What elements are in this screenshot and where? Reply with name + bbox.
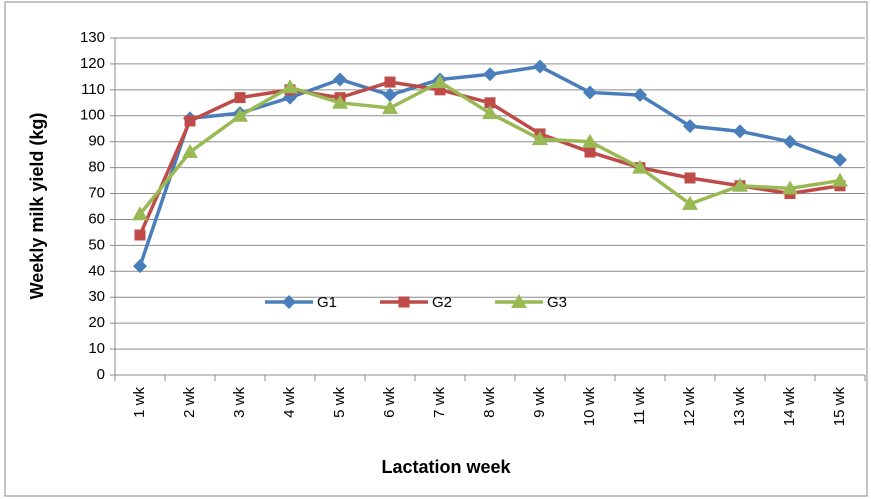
data-point — [333, 72, 347, 87]
data-point — [832, 172, 848, 187]
data-point — [382, 99, 398, 114]
y-tick-label: 30 — [88, 288, 105, 305]
y-tick-label: 110 — [81, 81, 105, 98]
data-point — [434, 84, 446, 96]
legend-label: G1 — [317, 294, 337, 311]
data-point — [232, 107, 248, 122]
y-tick-label: 50 — [88, 236, 105, 253]
x-tick-label: 3 wk — [231, 387, 248, 418]
x-tick-label: 14 wk — [781, 387, 798, 427]
data-point — [583, 85, 597, 100]
legend-label: G3 — [547, 294, 567, 311]
y-tick-label: 0 — [97, 366, 105, 383]
data-point — [484, 97, 496, 109]
data-point — [133, 259, 147, 274]
data-point — [532, 131, 548, 146]
x-tick-label: 11 wk — [631, 387, 648, 426]
data-point — [732, 177, 748, 192]
y-tick-label: 10 — [88, 340, 105, 357]
data-point — [733, 124, 747, 139]
y-tick-label: 40 — [88, 262, 105, 279]
data-point — [184, 115, 196, 127]
data-point — [684, 172, 696, 184]
data-point — [833, 152, 847, 167]
x-tick-label: 1 wk — [131, 387, 148, 418]
data-point — [582, 133, 598, 148]
x-tick-label: 6 wk — [381, 387, 398, 418]
y-axis-label: Weekly milk yield (kg) — [27, 113, 47, 300]
data-point — [432, 74, 448, 89]
data-point — [482, 105, 498, 120]
data-point — [683, 119, 697, 134]
x-tick-label: 2 wk — [181, 387, 198, 418]
y-tick-label: 20 — [88, 314, 105, 331]
data-point — [234, 92, 246, 104]
data-point — [633, 88, 647, 103]
legend-marker — [282, 295, 296, 309]
x-tick-label: 10 wk — [581, 387, 598, 427]
x-tick-label: 4 wk — [281, 387, 298, 418]
y-tick-label: 100 — [80, 107, 105, 124]
data-point — [682, 195, 698, 210]
data-point — [782, 180, 798, 195]
legend-marker — [398, 296, 410, 308]
y-tick-label: 70 — [88, 185, 105, 202]
legend-label: G2 — [432, 294, 452, 311]
data-point — [383, 88, 397, 103]
x-tick-label: 12 wk — [681, 387, 698, 427]
legend-marker — [511, 294, 527, 308]
data-point — [584, 146, 596, 158]
data-point — [134, 229, 146, 241]
x-tick-label: 7 wk — [431, 387, 448, 418]
y-tick-label: 80 — [88, 159, 105, 176]
x-tick-label: 15 wk — [831, 387, 848, 427]
data-point — [182, 144, 198, 159]
x-tick-label: 9 wk — [531, 387, 548, 418]
y-tick-label: 60 — [88, 210, 105, 227]
data-point — [132, 206, 148, 221]
x-tick-label: 8 wk — [481, 387, 498, 418]
x-tick-label: 5 wk — [331, 387, 348, 418]
y-tick-label: 120 — [80, 55, 105, 72]
data-point — [483, 67, 497, 82]
x-axis-label: Lactation week — [381, 457, 511, 477]
data-point — [533, 59, 547, 74]
y-tick-label: 90 — [88, 133, 105, 150]
data-point — [282, 79, 298, 94]
y-tick-label: 130 — [80, 29, 105, 46]
x-tick-label: 13 wk — [731, 387, 748, 427]
data-point — [783, 134, 797, 149]
data-point — [332, 94, 348, 109]
data-point — [632, 159, 648, 174]
data-point — [384, 76, 396, 88]
